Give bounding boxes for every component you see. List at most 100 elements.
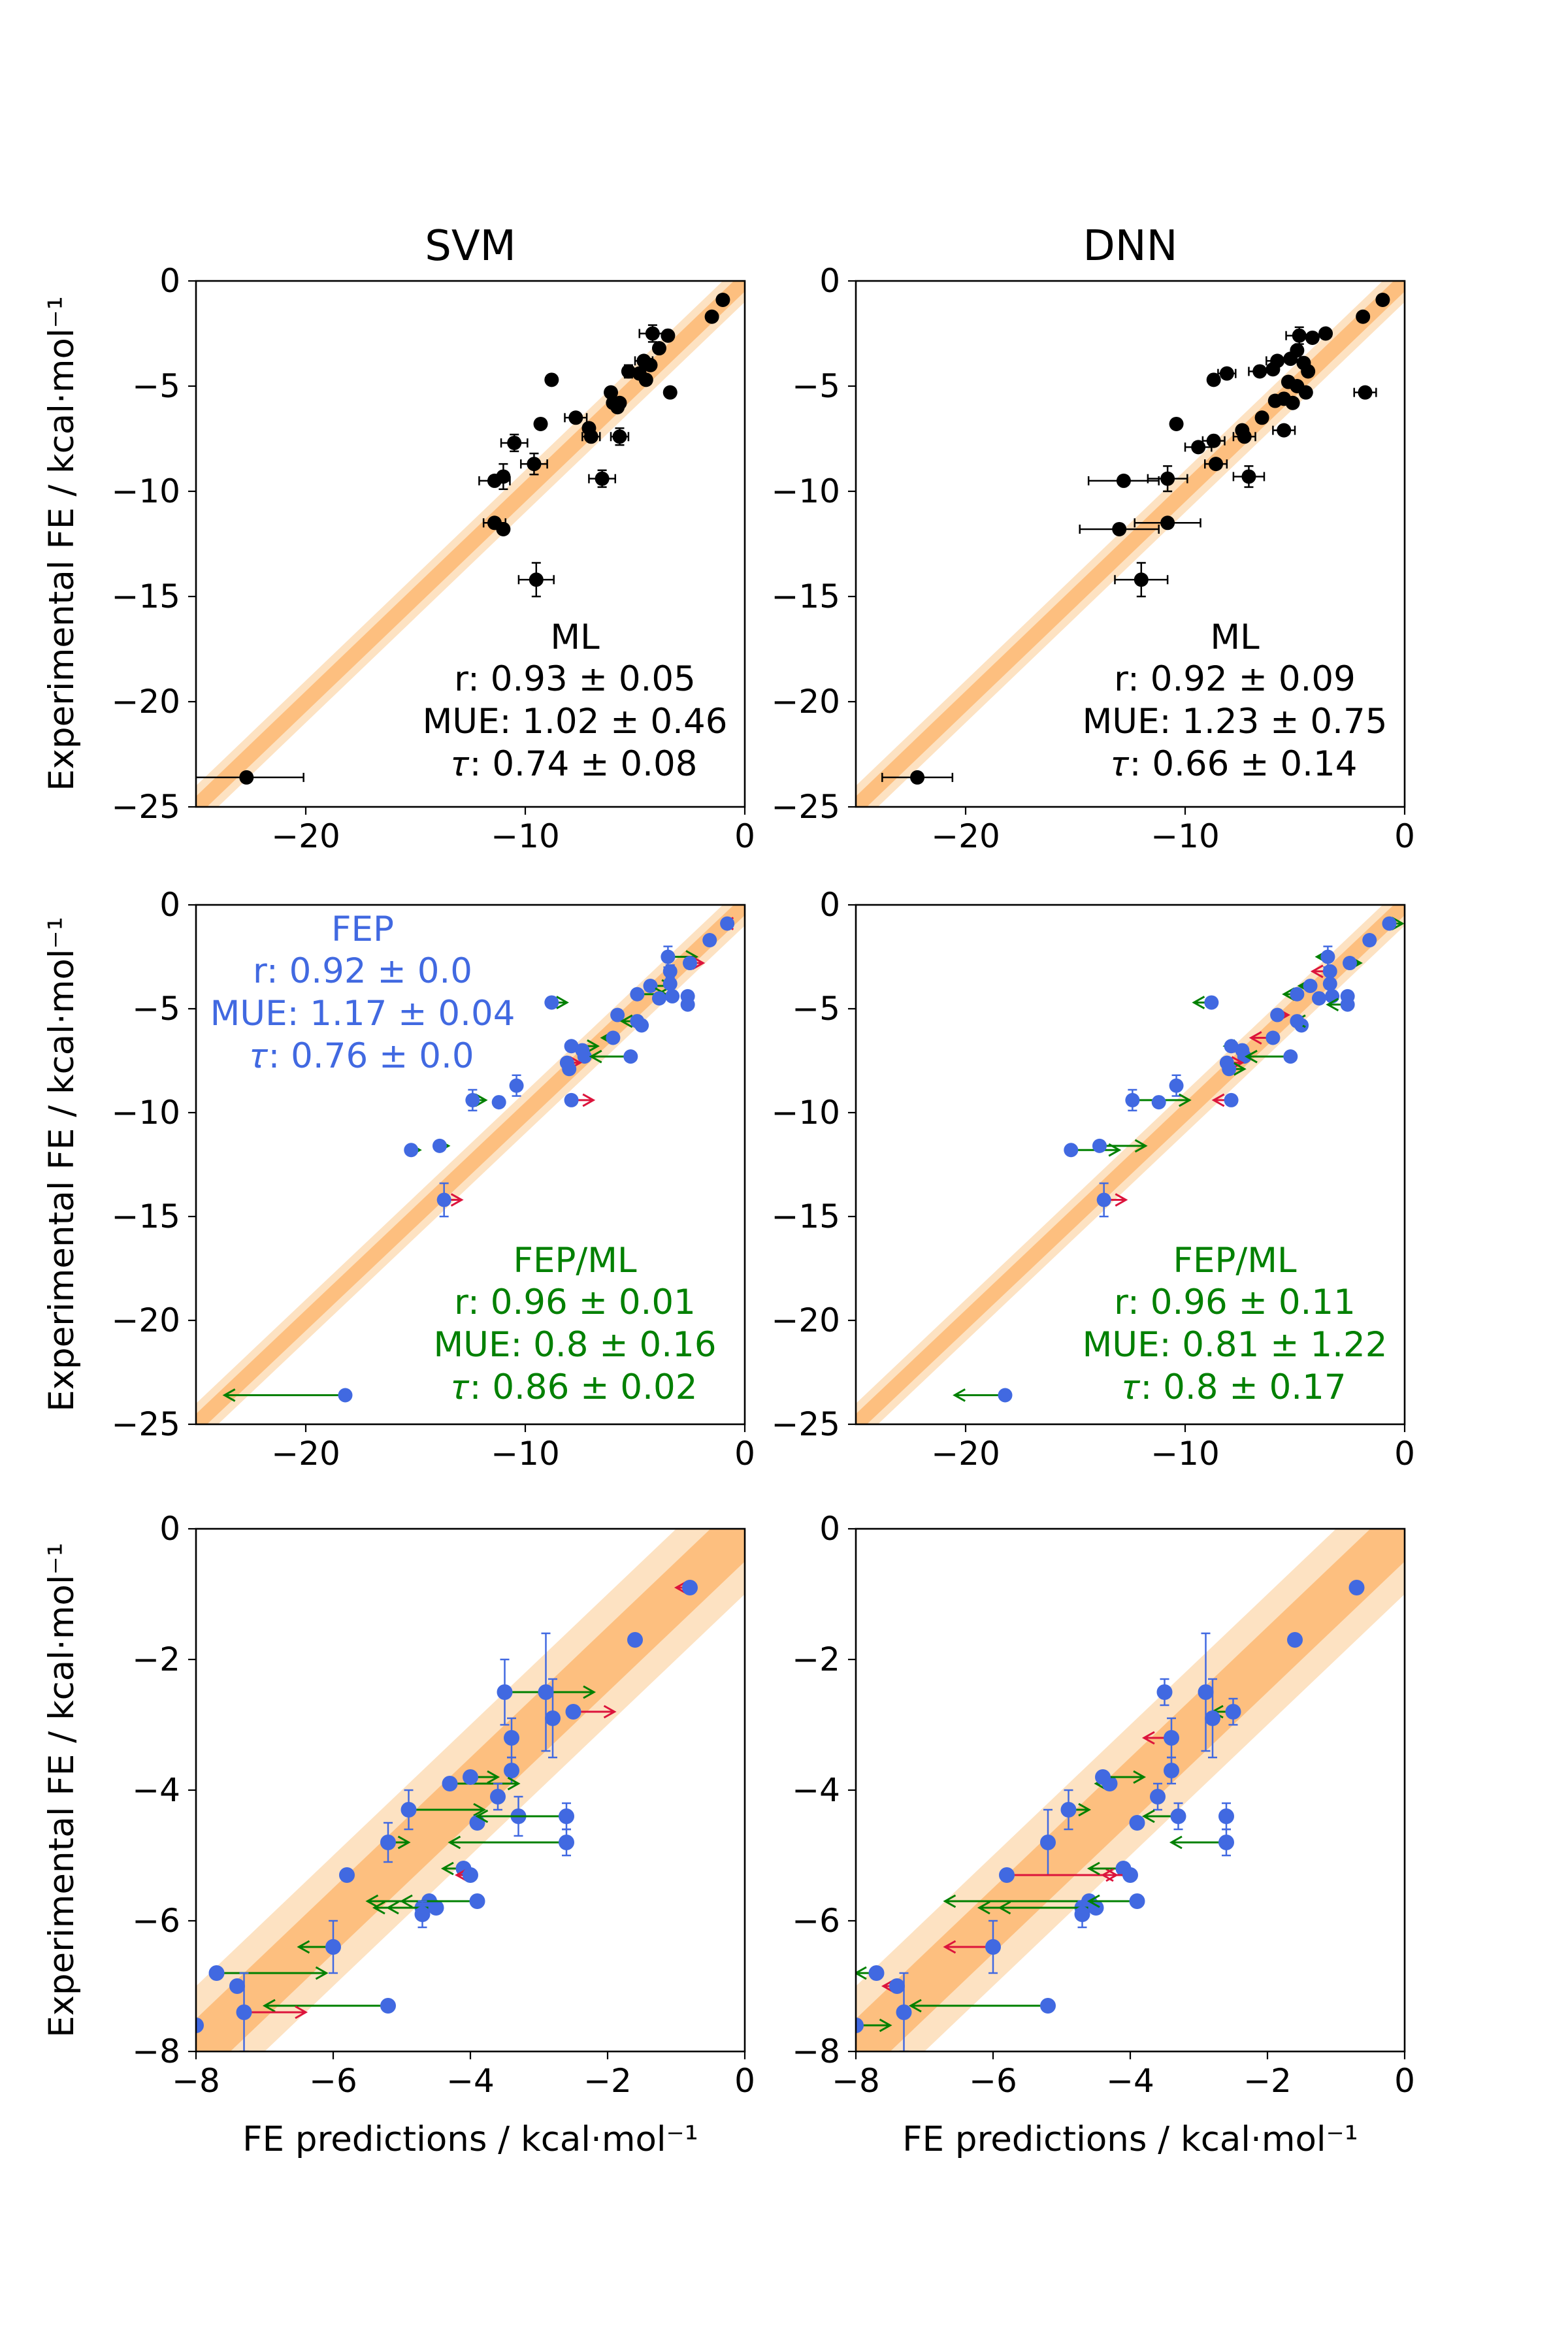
arrow-head xyxy=(372,1901,385,1915)
arrow-head xyxy=(856,1966,867,1980)
data-point xyxy=(868,1965,885,1981)
stats-r: r: 0.92 ± 0.09 xyxy=(1114,659,1356,699)
y-tick-label: 0 xyxy=(819,1510,840,1548)
data-point xyxy=(1340,997,1355,1012)
data-point xyxy=(1301,364,1316,379)
y-tick-label: −25 xyxy=(771,1405,840,1443)
arrow-head xyxy=(556,996,569,1009)
panel-svm-ml: −20 −10 0 0 −5 −10 −15 −20 −25 xyxy=(111,262,755,855)
data-point xyxy=(562,1062,577,1077)
data-point xyxy=(1218,1808,1234,1824)
stats-r: r: 0.92 ± 0.0 xyxy=(253,951,472,991)
data-point xyxy=(1290,987,1305,1002)
data-point xyxy=(682,1580,698,1595)
data-point xyxy=(1285,395,1300,410)
y-tick-label: −20 xyxy=(111,1301,180,1339)
band-inner xyxy=(196,281,745,807)
data-point xyxy=(463,1769,478,1785)
data-point xyxy=(1129,1815,1145,1831)
data-point xyxy=(661,328,676,343)
data-point xyxy=(1252,364,1267,379)
data-point xyxy=(662,964,678,979)
stats-tau: 𝜏: 0.86 ± 0.02 xyxy=(453,1367,698,1407)
x-tick-label: −10 xyxy=(1151,817,1220,855)
data-point xyxy=(1116,473,1131,488)
panel-dnn-ml: −20 −10 0 0 −5 −10 −15 −20 −25 xyxy=(771,262,1414,855)
data-point xyxy=(1122,1867,1138,1883)
stats-dnn-fepml: FEP/ML r: 0.96 ± 0.11 MUE: 0.81 ± 1.22 𝜏… xyxy=(1083,1241,1388,1407)
arrow-head xyxy=(475,1809,489,1823)
data-point xyxy=(1219,366,1234,381)
data-point xyxy=(436,1192,451,1207)
data-point xyxy=(490,1789,506,1805)
data-point xyxy=(1266,1030,1281,1045)
data-point xyxy=(702,933,717,948)
data-point xyxy=(239,770,254,785)
data-point xyxy=(627,1632,643,1648)
data-point xyxy=(1311,991,1326,1006)
stats-svm-fepml: FEP/ML r: 0.96 ± 0.01 MUE: 0.8 ± 0.16 𝜏:… xyxy=(433,1241,716,1407)
data-point xyxy=(1283,1049,1298,1064)
arrow-head xyxy=(1134,1139,1148,1153)
xlabel-svm: FE predictions / kcal·mol⁻¹ xyxy=(242,2119,698,2159)
arrow-head xyxy=(315,1966,329,1980)
y-tick-label: −6 xyxy=(132,1902,180,1940)
data-point xyxy=(1204,995,1219,1010)
data-point xyxy=(465,1092,480,1107)
plot-area xyxy=(856,905,1405,1424)
arrow-head xyxy=(1233,1062,1247,1076)
y-tick-label: 0 xyxy=(159,1510,180,1548)
data-point xyxy=(1112,521,1127,536)
data-point xyxy=(1343,956,1357,971)
y-tick-label: −10 xyxy=(111,472,180,510)
band-inner xyxy=(196,1529,745,2051)
data-point xyxy=(428,1900,444,1916)
xlabel-dnn: FE predictions / kcal·mol⁻¹ xyxy=(902,2119,1358,2159)
arrow-head xyxy=(1178,1093,1192,1107)
panel-svm-zoom: −8 −6 −4 −2 0 0 −2 −4 −6 −8 xyxy=(132,1510,755,2100)
data-point xyxy=(610,1007,625,1022)
data-point xyxy=(889,1978,905,1994)
y-tick-label: −20 xyxy=(771,683,840,721)
arrow-head xyxy=(943,1940,956,1954)
stats-title: ML xyxy=(550,617,600,657)
data-point xyxy=(507,435,522,450)
data-point xyxy=(1160,471,1175,486)
axes-frame xyxy=(195,904,746,1426)
data-point xyxy=(1290,1014,1305,1029)
data-point xyxy=(491,1095,506,1110)
data-point xyxy=(380,1835,396,1850)
data-point xyxy=(1320,949,1335,964)
arrow-head xyxy=(1310,964,1324,979)
x-tick-label: −8 xyxy=(172,2062,220,2100)
y-tick-label: −15 xyxy=(771,578,840,615)
data-point xyxy=(1358,385,1373,400)
x-tick-label: −10 xyxy=(491,817,560,855)
data-point xyxy=(1040,1835,1056,1850)
data-point xyxy=(1292,328,1307,343)
arrow-head xyxy=(1192,996,1205,1009)
stats-mue: MUE: 1.02 ± 0.46 xyxy=(423,702,728,742)
data-point xyxy=(496,521,511,536)
arrow-head xyxy=(1282,987,1295,1002)
arrow-head xyxy=(297,1940,310,1954)
data-point xyxy=(896,2004,912,2020)
arrow-head xyxy=(487,1770,500,1784)
col-title-svm: SVM xyxy=(425,222,516,270)
data-point xyxy=(1375,292,1390,307)
data-point xyxy=(643,357,658,372)
data-point xyxy=(612,429,627,444)
y-tick-label: −5 xyxy=(792,990,840,1028)
data-point xyxy=(1169,416,1184,431)
data-point xyxy=(661,949,676,964)
y-tick-label: −2 xyxy=(792,1641,840,1678)
data-point xyxy=(1164,1763,1179,1778)
col-title-dnn: DNN xyxy=(1083,222,1177,270)
data-point xyxy=(1287,1632,1303,1648)
stats-title: FEP/ML xyxy=(513,1241,637,1281)
data-point xyxy=(630,1014,645,1029)
y-tick-label: −25 xyxy=(111,788,180,826)
y-tick-label: −5 xyxy=(132,367,180,405)
data-point xyxy=(538,1684,554,1700)
data-point xyxy=(236,2004,252,2020)
